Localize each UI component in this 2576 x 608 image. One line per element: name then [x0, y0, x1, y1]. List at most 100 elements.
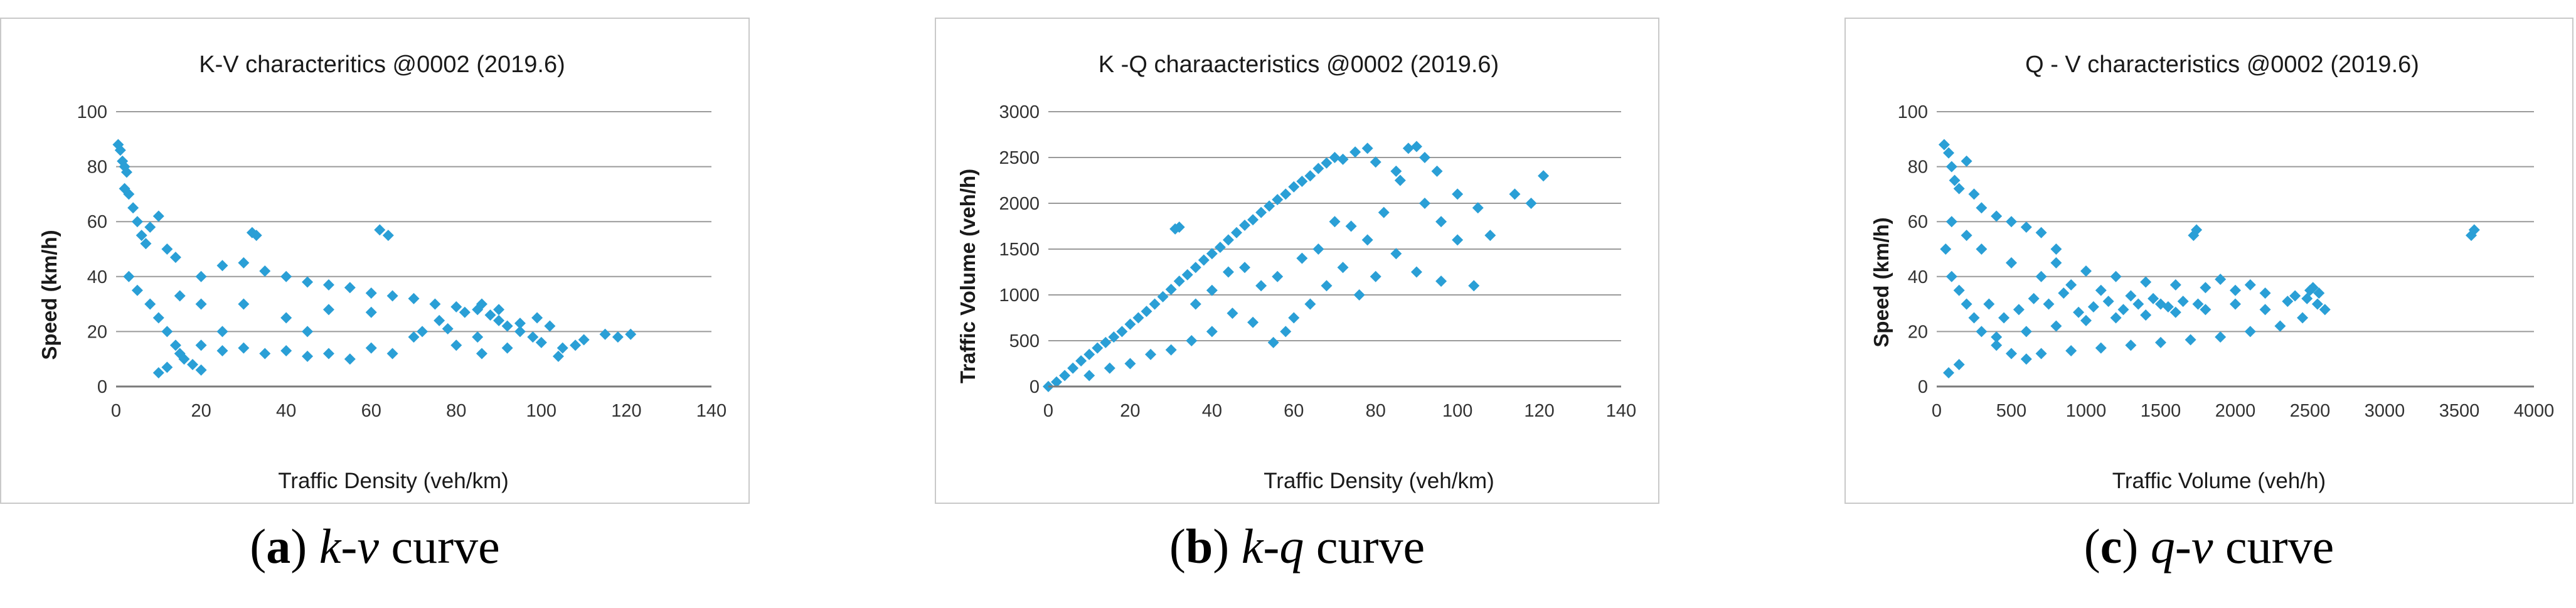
data-point: [1321, 157, 1333, 169]
data-point: [1337, 153, 1349, 165]
y-tick-label: 60: [1908, 212, 1928, 232]
data-point: [2200, 282, 2211, 294]
data-point: [322, 304, 334, 316]
data-point: [1083, 348, 1095, 360]
data-point: [1321, 280, 1333, 292]
data-point: [1169, 223, 1181, 235]
data-point: [1132, 312, 1144, 324]
data-point: [1214, 242, 1226, 253]
data-point: [2006, 348, 2017, 360]
data-point: [1983, 298, 1995, 310]
data-point: [1272, 270, 1284, 282]
data-point: [2319, 304, 2331, 316]
chart-frame-a: K-V characteritics @0002 (2019.6) 0 20 40 6…: [0, 18, 750, 504]
data-point: [2117, 304, 2129, 316]
data-point: [1267, 336, 1279, 348]
data-point: [1961, 298, 1972, 310]
data-point: [1938, 139, 1950, 151]
caption-b: (b) k-q curve: [1169, 519, 1425, 573]
data-point: [1472, 202, 1484, 214]
data-point: [442, 323, 454, 335]
x-tick-label: 1500: [2141, 401, 2181, 421]
data-point: [1222, 234, 1234, 246]
x-tick-label: 80: [1366, 401, 1386, 421]
data-point: [2466, 230, 2478, 242]
data-point: [1304, 298, 1316, 310]
data-point: [152, 367, 164, 379]
y-tick-label: 100: [1898, 102, 1928, 122]
data-point: [599, 328, 611, 340]
x-tick-label: 2500: [2290, 401, 2331, 421]
data-point: [280, 345, 292, 357]
data-point: [2162, 301, 2174, 312]
data-point: [259, 348, 271, 360]
data-point: [246, 227, 258, 238]
y-axis-label: Traffic Volume (veh/h): [956, 169, 979, 383]
data-point: [2125, 290, 2137, 302]
data-point: [570, 339, 582, 351]
data-point: [144, 298, 156, 310]
caption-letter: b: [1185, 519, 1213, 573]
data-point: [1198, 254, 1210, 266]
data-point: [1402, 142, 1414, 154]
scatter-points: [112, 139, 637, 379]
y-tick-label: 20: [87, 322, 107, 342]
y-tick-label: 80: [87, 157, 107, 178]
data-point: [1206, 248, 1218, 260]
data-point: [131, 284, 143, 296]
data-point: [195, 364, 207, 376]
x-tick-label: 120: [1524, 401, 1554, 421]
data-point: [1165, 284, 1177, 296]
data-point: [2006, 216, 2017, 228]
x-axis-label: Traffic Density (veh/km): [278, 469, 509, 493]
x-tick-label: 3500: [2439, 401, 2480, 421]
data-point: [1092, 342, 1104, 354]
data-point: [1361, 142, 1373, 154]
data-point: [114, 144, 126, 156]
data-point: [2073, 306, 2085, 318]
data-point: [2050, 243, 2062, 255]
data-point: [1173, 275, 1185, 287]
chart-c-svg: Q - V characteristics @0002 (2019.6) 0 20…: [1870, 51, 2554, 493]
data-point: [1968, 312, 1980, 324]
data-point: [238, 298, 250, 310]
data-point: [1230, 227, 1242, 238]
data-point: [2043, 298, 2055, 310]
data-point: [1349, 146, 1361, 158]
data-point: [365, 306, 377, 318]
data-point: [1370, 156, 1381, 168]
data-point: [2155, 336, 2166, 348]
data-point: [450, 301, 462, 312]
data-point: [1255, 206, 1267, 218]
data-point: [1525, 198, 1537, 209]
data-point: [302, 276, 314, 288]
data-point: [2230, 298, 2241, 310]
caption-curve: q-v: [2150, 519, 2213, 573]
data-point: [365, 287, 377, 299]
data-point: [1296, 175, 1308, 187]
caption-suffix: curve: [2213, 519, 2334, 573]
data-point: [1288, 181, 1300, 193]
data-point: [386, 290, 398, 302]
caption-a: (a) k-v curve: [250, 519, 500, 573]
data-point: [2148, 292, 2159, 304]
caption-curve: k-q: [1241, 519, 1304, 573]
data-point: [216, 326, 228, 338]
data-point: [2013, 304, 2025, 316]
data-point: [1943, 147, 1955, 159]
data-point: [1345, 220, 1357, 232]
data-point: [552, 350, 564, 362]
data-point: [2169, 279, 2181, 291]
data-point: [2177, 296, 2189, 307]
data-point: [1945, 161, 1957, 173]
y-tick-label: 3000: [999, 102, 1040, 122]
caption-suffix: curve: [378, 519, 500, 573]
chart-frame-b: K -Q charaacteristics @0002 (2019.6) 0 50…: [935, 18, 1659, 504]
data-point: [2468, 224, 2480, 236]
data-point: [1940, 243, 1952, 255]
x-axis-label: Traffic Density (veh/km): [1264, 469, 1494, 493]
y-tick-label: 60: [87, 212, 107, 232]
data-point: [2058, 287, 2070, 299]
data-point: [1247, 214, 1259, 226]
data-point: [429, 298, 441, 310]
